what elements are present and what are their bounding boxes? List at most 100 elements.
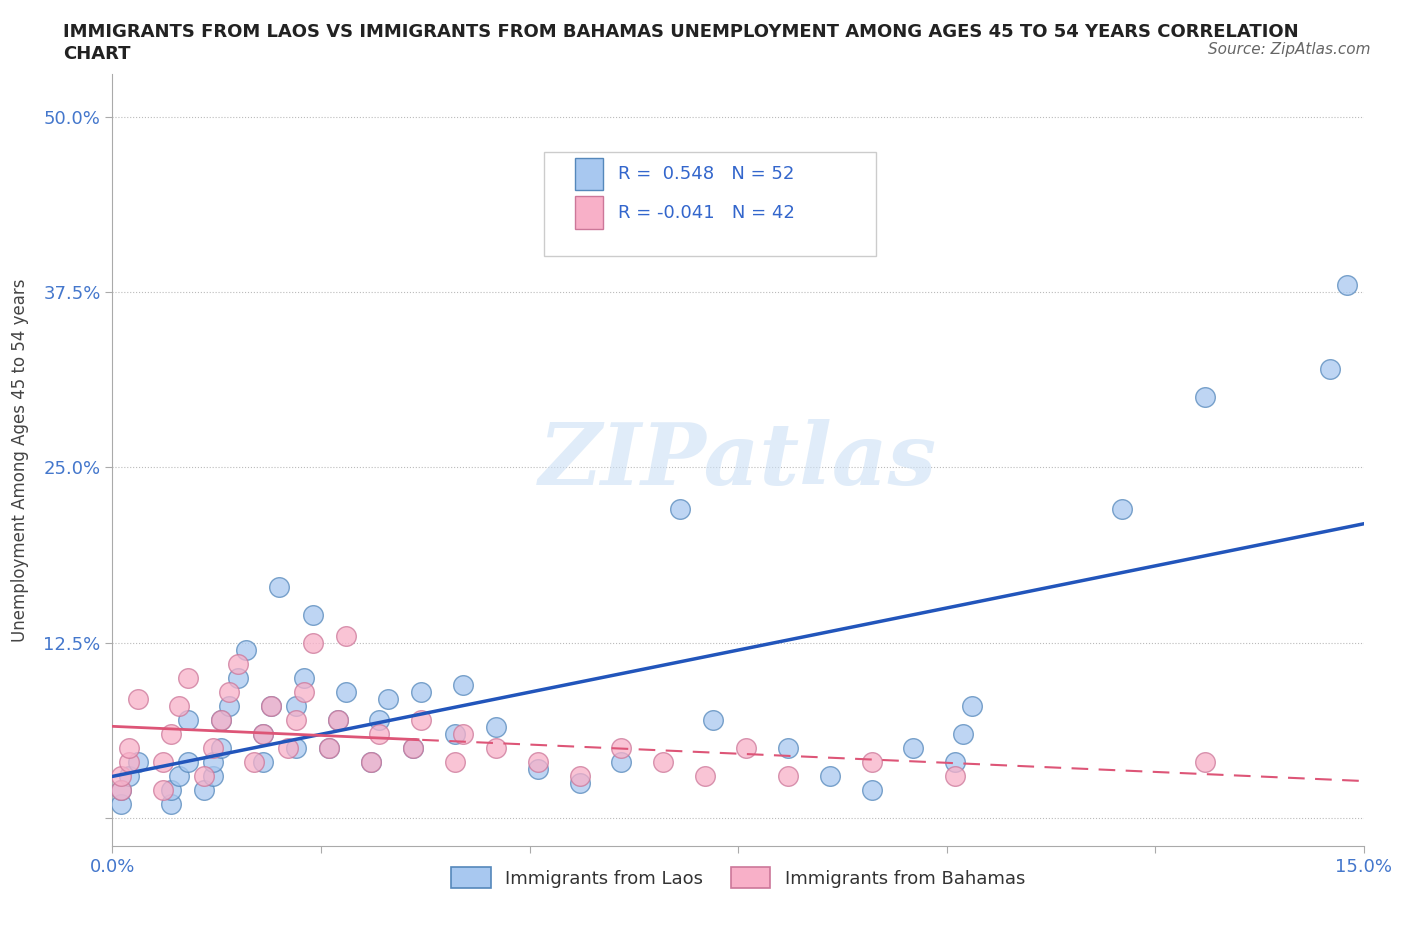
Point [443, 754, 465, 769]
Point [252, 754, 274, 769]
Point [860, 783, 883, 798]
Point [167, 698, 190, 713]
Point [176, 754, 198, 769]
Point [209, 712, 232, 727]
Point [368, 712, 391, 727]
Point [277, 740, 299, 755]
Point [301, 607, 323, 622]
Point [318, 740, 340, 755]
Point [110, 769, 132, 784]
Point [292, 684, 315, 699]
Point [118, 769, 141, 784]
Point [285, 712, 308, 727]
Point [252, 726, 274, 741]
Point [360, 754, 382, 769]
Point [209, 740, 232, 755]
Point [218, 698, 240, 713]
Point [260, 698, 283, 713]
Point [269, 579, 291, 594]
Legend: Immigrants from Laos, Immigrants from Bahamas: Immigrants from Laos, Immigrants from Ba… [444, 860, 1032, 896]
Point [201, 754, 224, 769]
Point [402, 740, 425, 755]
Point [335, 629, 357, 644]
Point [118, 754, 141, 769]
Point [167, 769, 190, 784]
Point [952, 726, 974, 741]
Point [1194, 754, 1216, 769]
Point [252, 726, 274, 741]
Point [1319, 362, 1341, 377]
Point [1111, 502, 1133, 517]
Point [960, 698, 983, 713]
Text: R =  0.548   N = 52: R = 0.548 N = 52 [619, 165, 794, 183]
Text: R = -0.041   N = 42: R = -0.041 N = 42 [619, 204, 794, 221]
Point [527, 762, 550, 777]
Point [451, 677, 474, 692]
Point [943, 769, 966, 784]
Point [235, 643, 257, 658]
Point [485, 720, 508, 735]
Point [527, 754, 550, 769]
Point [411, 684, 433, 699]
Point [903, 740, 925, 755]
Point [292, 671, 315, 685]
Point [127, 754, 149, 769]
Point [318, 740, 340, 755]
Point [201, 769, 224, 784]
Point [360, 754, 382, 769]
Point [110, 783, 132, 798]
Point [377, 692, 399, 707]
Point [451, 726, 474, 741]
Point [110, 797, 132, 812]
Point [301, 635, 323, 650]
Point [160, 726, 183, 741]
Point [160, 797, 183, 812]
Point [860, 754, 883, 769]
Point [152, 783, 174, 798]
Point [568, 769, 591, 784]
Point [610, 754, 633, 769]
Point [668, 502, 690, 517]
Point [218, 684, 240, 699]
Point [368, 726, 391, 741]
Point [176, 712, 198, 727]
Point [285, 740, 308, 755]
Point [443, 726, 465, 741]
Point [411, 712, 433, 727]
Point [610, 740, 633, 755]
Point [260, 698, 283, 713]
Point [226, 671, 249, 685]
Point [201, 740, 224, 755]
Point [127, 692, 149, 707]
Bar [575, 196, 603, 229]
Point [285, 698, 308, 713]
Point [160, 783, 183, 798]
Point [110, 783, 132, 798]
Point [693, 769, 716, 784]
Point [652, 754, 675, 769]
Point [778, 769, 800, 784]
Point [243, 754, 266, 769]
Point [778, 740, 800, 755]
Point [402, 740, 425, 755]
Text: Source: ZipAtlas.com: Source: ZipAtlas.com [1208, 42, 1371, 57]
Point [193, 769, 215, 784]
Y-axis label: Unemployment Among Ages 45 to 54 years: Unemployment Among Ages 45 to 54 years [11, 279, 30, 642]
Point [226, 657, 249, 671]
Point [209, 712, 232, 727]
Point [485, 740, 508, 755]
Point [118, 740, 141, 755]
Point [818, 769, 841, 784]
Point [943, 754, 966, 769]
Point [568, 776, 591, 790]
Point [702, 712, 724, 727]
Point [326, 712, 349, 727]
Point [1336, 277, 1358, 292]
Point [193, 783, 215, 798]
Point [176, 671, 198, 685]
Point [152, 754, 174, 769]
Point [1194, 390, 1216, 405]
Text: CHART: CHART [63, 45, 131, 62]
Point [335, 684, 357, 699]
Point [326, 712, 349, 727]
